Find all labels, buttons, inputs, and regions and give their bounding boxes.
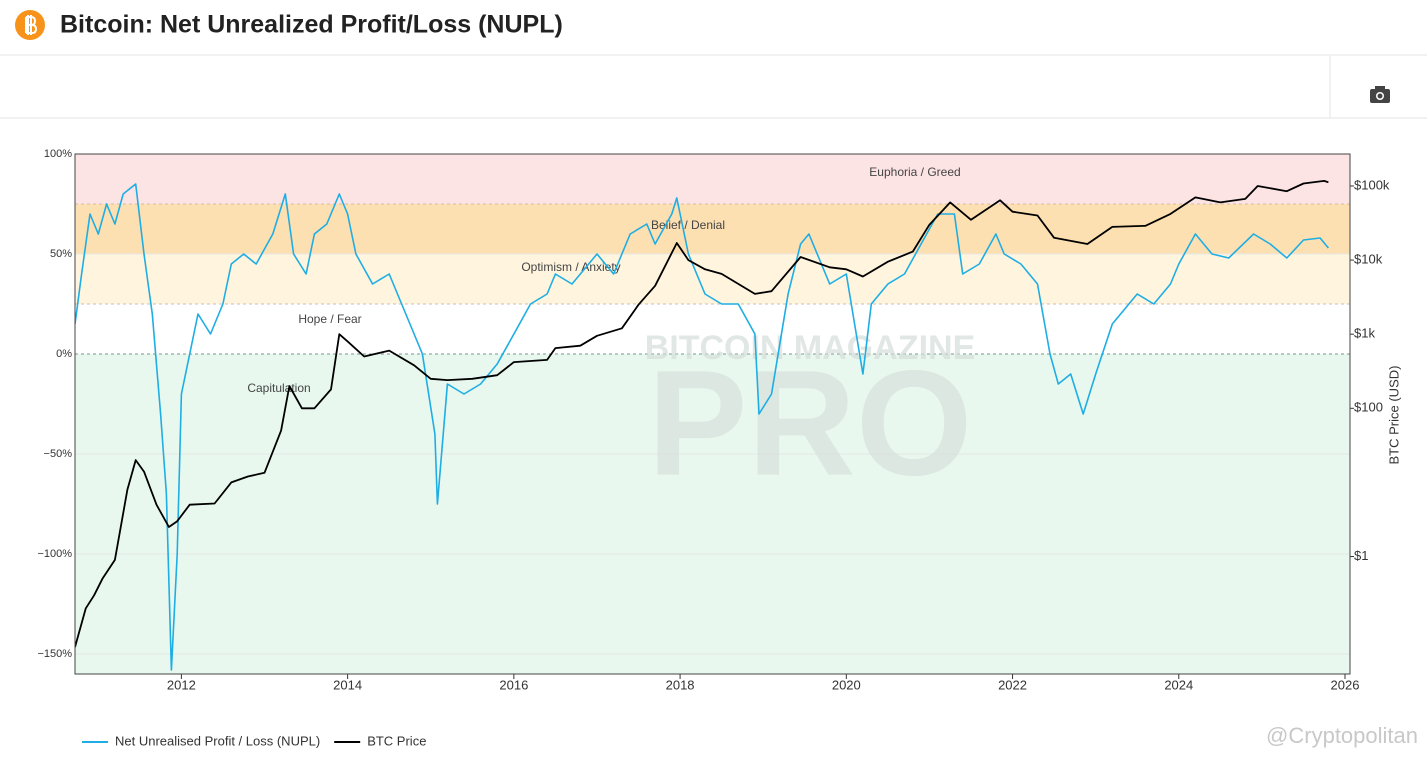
y2-tick-label: $100 <box>1354 400 1383 415</box>
y-tick-label: −150% <box>37 648 72 660</box>
zone-label: Optimism / Anxiety <box>521 260 620 274</box>
series-line <box>75 183 1330 671</box>
x-tick-label: 2024 <box>1164 677 1193 692</box>
x-tick-label: 2022 <box>998 677 1027 692</box>
y2-tick-label: $100k <box>1354 177 1390 192</box>
y-tick-label: −50% <box>44 448 73 460</box>
page-title: Bitcoin: Net Unrealized Profit/Loss (NUP… <box>60 11 563 39</box>
watermark: Euphoria / Greed Belief / Denial Optimism … <box>247 165 975 506</box>
zone-label: Hope / Fear <box>298 312 361 326</box>
axes: 100% 50% 0% −50% −100% −150% $1 $100 $1k $10k $100… <box>37 148 1401 693</box>
legend-label: BTC Price <box>367 733 426 748</box>
bitcoin-glyph <box>25 15 38 35</box>
y-tick-label: −100% <box>37 548 72 560</box>
x-tick-label: 2026 <box>1331 677 1360 692</box>
x-tick-label: 2016 <box>499 677 528 692</box>
plot <box>75 180 1330 671</box>
credit: @Cryptopolitan <box>1266 723 1418 748</box>
zone-band <box>75 304 1350 354</box>
x-tick-label: 2020 <box>832 677 861 692</box>
x-tick-label: 2012 <box>167 677 196 692</box>
zones <box>75 153 1350 674</box>
watermark-text: BITCOIN MAGAZINE <box>645 329 976 367</box>
zone-label: Belief / Denial <box>651 218 725 232</box>
zone-band <box>75 354 1350 674</box>
plot-frame <box>74 153 1351 675</box>
y2-tick-label: $1k <box>1354 326 1375 341</box>
x-tick-label: 2018 <box>666 677 695 692</box>
y2-tick-label: $1 <box>1354 548 1368 563</box>
header: Bitcoin: Net Unrealized Profit/Loss (NUP… <box>0 10 1427 119</box>
zone-label: Euphoria / Greed <box>869 165 960 179</box>
series-line <box>75 180 1329 648</box>
y-tick-label: 100% <box>44 148 72 160</box>
watermark-text: PRO <box>647 339 972 507</box>
y-tick-label: 50% <box>50 248 72 260</box>
y-tick-label: 0% <box>56 348 72 360</box>
zone-band <box>75 154 1350 204</box>
y2-axis-title: BTC Price (USD) <box>1386 366 1401 465</box>
zone-label: Capitulation <box>247 381 310 395</box>
x-tick-label: 2014 <box>333 677 362 692</box>
camera-button[interactable] <box>1370 86 1390 103</box>
zone-band <box>75 254 1350 304</box>
y2-tick-label: $10k <box>1354 252 1383 267</box>
legend-label: Net Unrealised Profit / Loss (NUPL) <box>115 733 320 748</box>
